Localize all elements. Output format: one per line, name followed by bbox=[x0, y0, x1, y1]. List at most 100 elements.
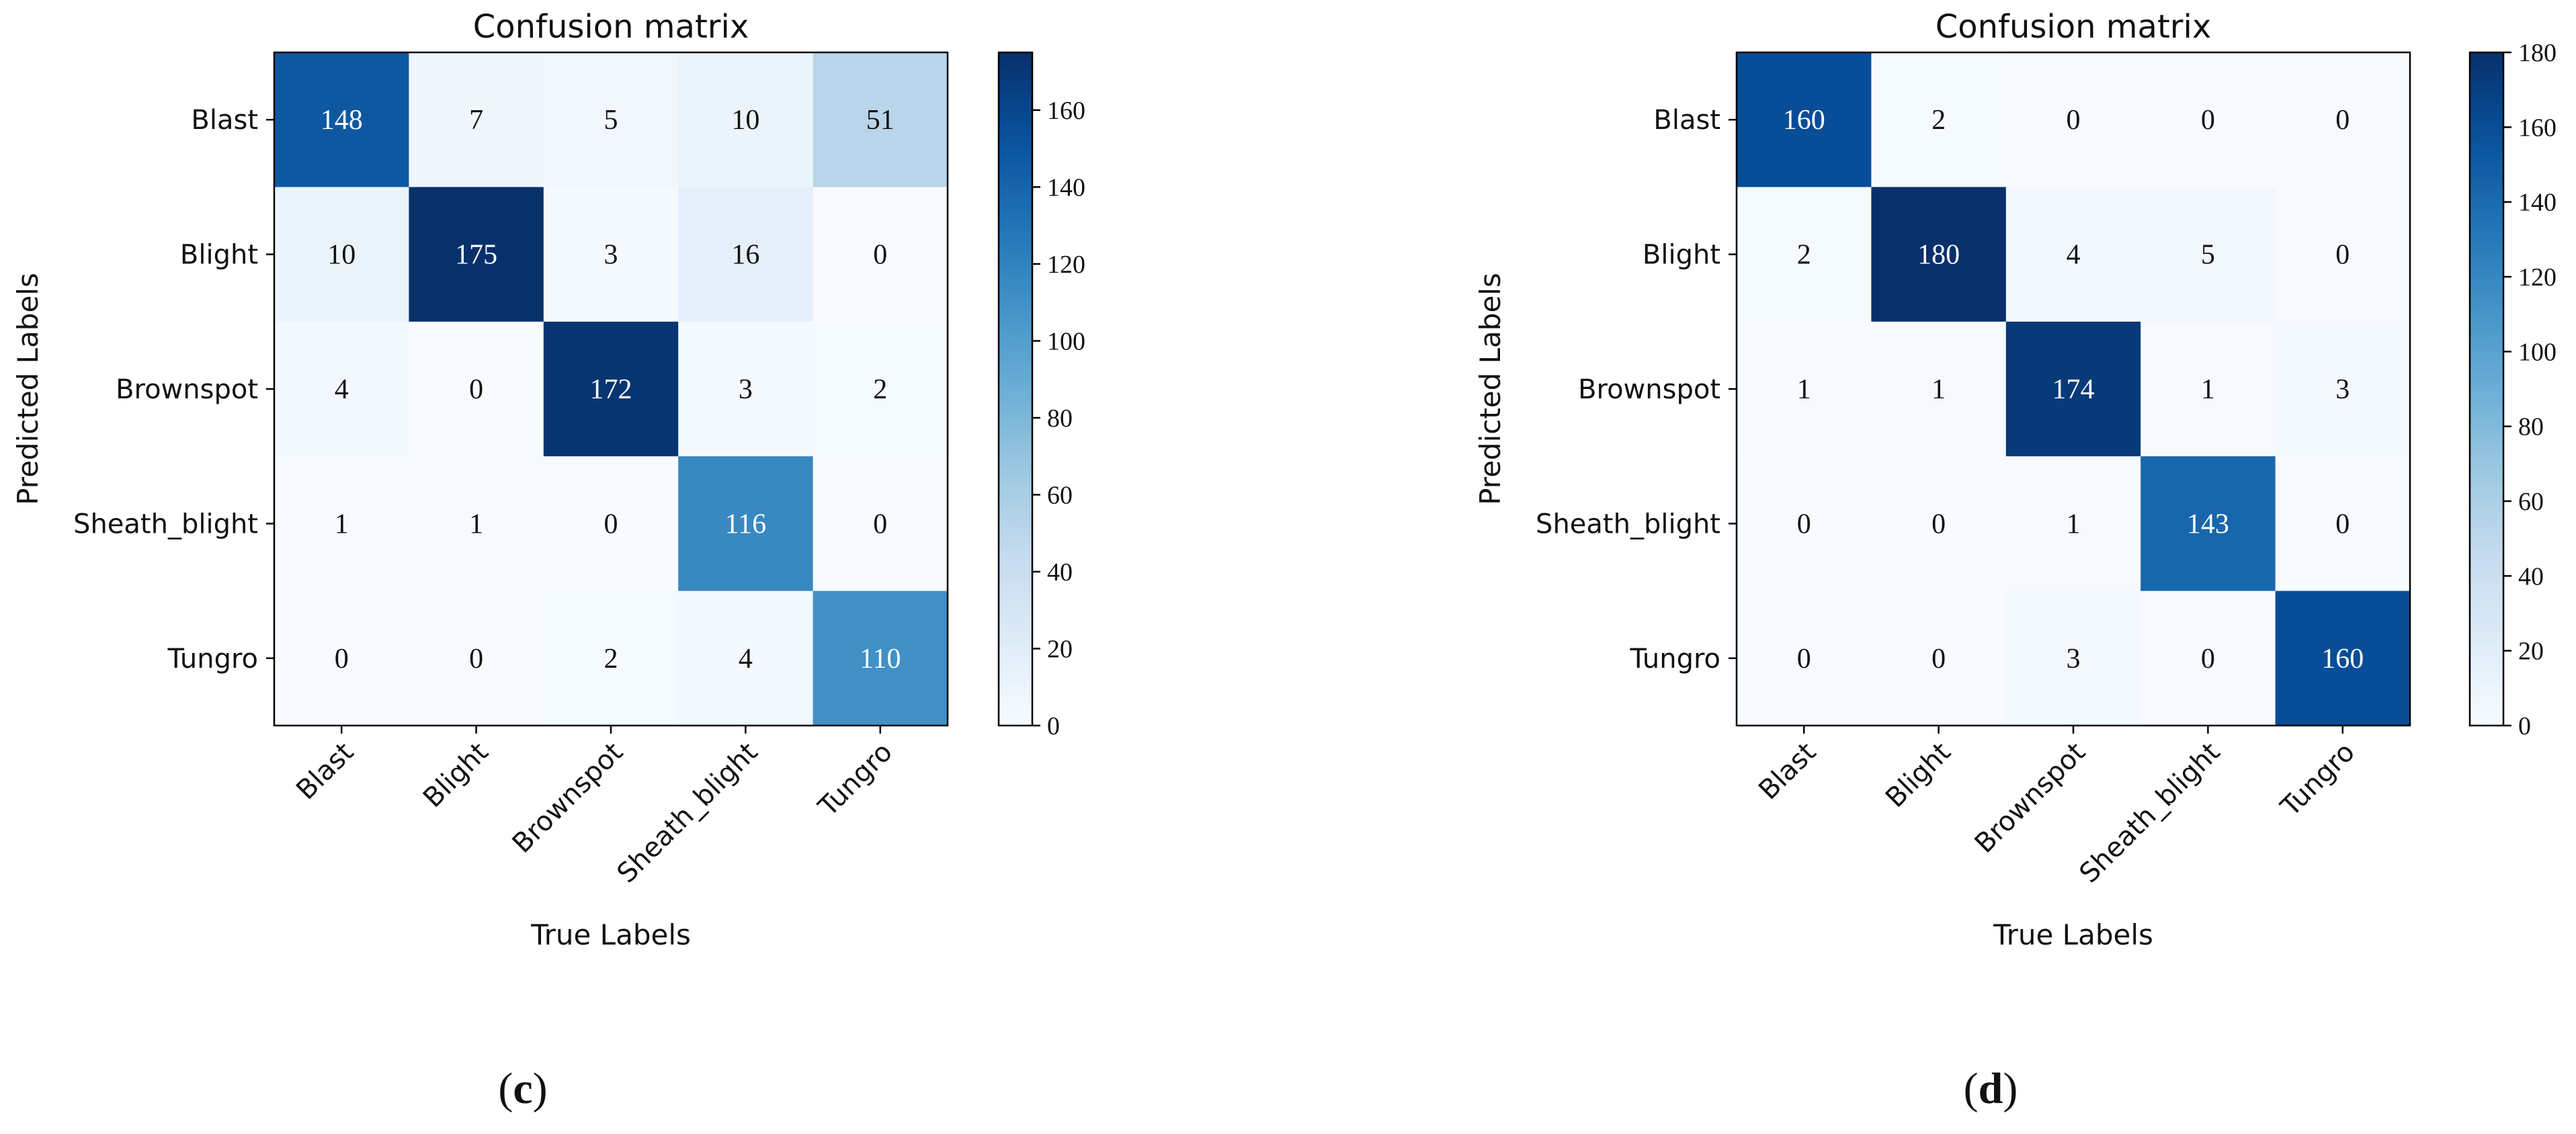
colorbar-tick-label: 140 bbox=[2518, 189, 2557, 217]
panel-d: Confusion matrix160 2 0 0 02 180 4 5 01 1 174 1 30 0 1… bbox=[1474, 8, 2557, 1113]
cell-value-label: 4 bbox=[2067, 240, 2081, 271]
cell-value-label: 1 bbox=[2201, 374, 2215, 405]
cell-value-label: 0 bbox=[2335, 509, 2350, 539]
y-tick-label: Blight bbox=[180, 240, 258, 271]
cell-value-label: 174 bbox=[2052, 374, 2095, 405]
x-tick-label: Brownspot bbox=[1969, 737, 2091, 859]
cell-value-label: 0 bbox=[1931, 509, 1946, 539]
x-tick-label: Brownspot bbox=[507, 737, 629, 859]
x-tick-label: Sheath_blight bbox=[612, 737, 764, 889]
x-axis-label: True Labels bbox=[530, 918, 691, 951]
cell-value-label: 10 bbox=[731, 105, 759, 136]
colorbar-tick-label: 100 bbox=[2518, 338, 2557, 366]
colorbar-tick-label: 60 bbox=[2518, 488, 2544, 516]
y-tick-label: Blight bbox=[1643, 240, 1720, 271]
colorbar-tick-label: 140 bbox=[1047, 173, 1085, 202]
cell-value-label: 3 bbox=[604, 240, 618, 271]
cell-value-label: 1 bbox=[335, 509, 349, 539]
colorbar bbox=[2470, 52, 2503, 726]
panel-label: (c) bbox=[498, 1064, 547, 1113]
cell-value-label: 160 bbox=[1783, 105, 1825, 136]
y-tick-label: Brownspot bbox=[1578, 374, 1720, 405]
colorbar-tick-label: 120 bbox=[2518, 263, 2557, 292]
cell-value-label: 4 bbox=[739, 644, 753, 674]
y-axis-label: Predicted Labels bbox=[11, 273, 44, 505]
cell-value-label: 7 bbox=[469, 105, 483, 136]
cell-value-label: 2 bbox=[1931, 105, 1946, 136]
y-tick-label: Tungro bbox=[1630, 644, 1721, 674]
y-axis-label: Predicted Labels bbox=[1474, 273, 1507, 505]
cell-value-label: 180 bbox=[1917, 240, 1960, 271]
cell-value-label: 0 bbox=[2335, 240, 2350, 271]
cell-value-label: 10 bbox=[327, 240, 356, 271]
x-tick-label: Blast bbox=[290, 737, 360, 806]
cell-value-label: 0 bbox=[2335, 105, 2350, 136]
colorbar-tick-label: 100 bbox=[1047, 327, 1085, 355]
cell-value-label: 1 bbox=[2067, 509, 2081, 539]
cell-value-label: 0 bbox=[2067, 105, 2081, 136]
cell-value-label: 4 bbox=[335, 374, 349, 405]
cell-value-label: 148 bbox=[321, 105, 363, 136]
colorbar-tick-label: 20 bbox=[1047, 635, 1073, 663]
colorbar-tick-label: 80 bbox=[1047, 404, 1073, 433]
y-tick-label: Blast bbox=[191, 105, 258, 136]
cell-value-label: 5 bbox=[2201, 240, 2215, 271]
colorbar-tick-label: 20 bbox=[2518, 638, 2544, 666]
cell-value-label: 1 bbox=[1931, 374, 1946, 405]
cell-value-label: 175 bbox=[455, 240, 497, 271]
cell-value-label: 160 bbox=[2321, 644, 2364, 674]
figure: Confusion matrix148 7 5 10 5110 175 3 16 04 0 172 3… bbox=[0, 0, 2576, 1134]
y-tick-label: Brownspot bbox=[116, 374, 258, 405]
cell-value-label: 0 bbox=[604, 509, 618, 539]
x-axis-label: True Labels bbox=[1993, 918, 2153, 951]
cell-value-label: 0 bbox=[469, 374, 483, 405]
colorbar-tick-label: 60 bbox=[1047, 481, 1073, 509]
colorbar-tick-label: 40 bbox=[1047, 558, 1073, 586]
cell-value-label: 0 bbox=[2201, 644, 2215, 674]
colorbar-tick-label: 0 bbox=[1047, 712, 1060, 740]
cell-value-label: 143 bbox=[2187, 509, 2229, 539]
cell-value-label: 0 bbox=[873, 240, 887, 271]
colorbar-tick-label: 160 bbox=[2518, 114, 2557, 142]
colorbar-tick-label: 40 bbox=[2518, 562, 2544, 591]
panel-label: (d) bbox=[1964, 1064, 2018, 1113]
cell-value-label: 0 bbox=[1931, 644, 1946, 674]
cell-value-label: 172 bbox=[590, 374, 632, 405]
x-tick-label: Sheath_blight bbox=[2074, 737, 2227, 889]
colorbar-tick-label: 120 bbox=[1047, 251, 1085, 279]
cell-value-label: 2 bbox=[1797, 240, 1811, 271]
cell-value-label: 51 bbox=[866, 105, 895, 136]
y-tick-label: Blast bbox=[1653, 105, 1720, 136]
x-tick-label: Blight bbox=[1880, 737, 1957, 814]
cell-value-label: 5 bbox=[604, 105, 618, 136]
y-tick-label: Sheath_blight bbox=[73, 509, 258, 539]
cell-value-label: 3 bbox=[2335, 374, 2350, 405]
colorbar-tick-label: 0 bbox=[2518, 712, 2531, 740]
cell-value-label: 110 bbox=[860, 644, 901, 674]
cell-value-label: 0 bbox=[335, 644, 349, 674]
chart-title: Confusion matrix bbox=[1936, 8, 2211, 46]
x-tick-label: Tungro bbox=[813, 737, 899, 823]
colorbar-tick-label: 80 bbox=[2518, 413, 2544, 441]
cell-value-label: 3 bbox=[2067, 644, 2081, 674]
colorbar bbox=[999, 52, 1032, 726]
chart-title: Confusion matrix bbox=[473, 8, 749, 46]
x-tick-label: Blast bbox=[1753, 737, 1822, 806]
colorbar-tick-label: 160 bbox=[1047, 97, 1085, 125]
cell-value-label: 0 bbox=[873, 509, 887, 539]
cell-value-label: 0 bbox=[1797, 509, 1811, 539]
cell-value-label: 0 bbox=[2201, 105, 2215, 136]
cell-value-label: 1 bbox=[469, 509, 483, 539]
cell-value-label: 116 bbox=[725, 509, 766, 539]
y-tick-label: Sheath_blight bbox=[1536, 509, 1720, 539]
x-tick-label: Blight bbox=[417, 737, 495, 814]
x-tick-label: Tungro bbox=[2275, 737, 2361, 823]
cell-value-label: 0 bbox=[1797, 644, 1811, 674]
cell-value-label: 1 bbox=[1797, 374, 1811, 405]
y-tick-label: Tungro bbox=[167, 644, 259, 674]
cell-value-label: 0 bbox=[469, 644, 483, 674]
cell-value-label: 3 bbox=[739, 374, 753, 405]
cell-value-label: 16 bbox=[731, 240, 759, 271]
cell-value-label: 2 bbox=[604, 644, 618, 674]
